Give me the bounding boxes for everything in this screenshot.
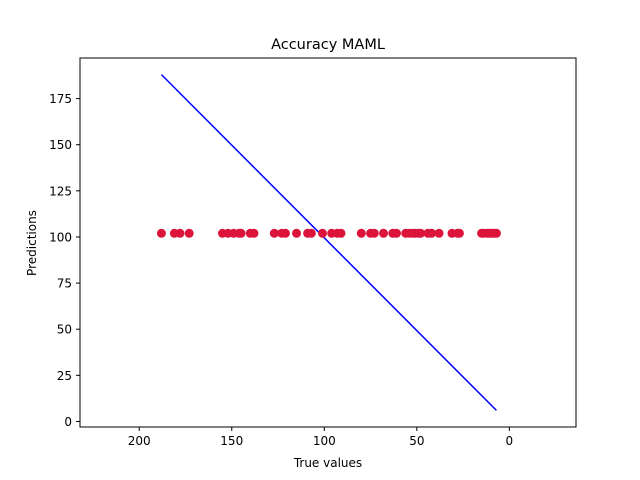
scatter-point (427, 228, 437, 238)
y-tick-label: 100 (49, 230, 72, 244)
y-tick-label: 175 (49, 92, 72, 106)
x-tick-label: 150 (220, 434, 243, 448)
scatter-point (249, 228, 259, 238)
scatter-point (336, 228, 346, 238)
scatter-point (236, 228, 246, 238)
scatter-point (391, 228, 401, 238)
chart-title: Accuracy MAML (271, 37, 385, 53)
scatter-point (454, 228, 464, 238)
x-axis-ticks: 200 150 100 50 0 (128, 427, 513, 448)
axes-frame (79, 57, 577, 428)
scatter-point (416, 228, 426, 238)
scatter-point (292, 228, 302, 238)
scatter-point (356, 228, 366, 238)
scatter-point (379, 228, 389, 238)
scatter-point (306, 228, 316, 238)
scatter-point (280, 228, 290, 238)
scatter-point (317, 228, 327, 238)
scatter-point (184, 228, 194, 238)
y-tick-label: 150 (49, 138, 72, 152)
identity-line (160, 74, 497, 411)
y-axis-label: Predictions (25, 210, 39, 276)
x-tick-label: 0 (506, 434, 514, 448)
scatter-point (269, 228, 279, 238)
plot-area (156, 74, 501, 411)
y-axis-ticks: 0 25 50 75 100 125 150 175 (49, 92, 80, 429)
x-tick-label: 50 (409, 434, 424, 448)
scatter-point (175, 228, 185, 238)
x-tick-label: 100 (313, 434, 336, 448)
y-tick-label: 25 (57, 369, 72, 383)
y-tick-label: 0 (64, 415, 72, 429)
y-tick-label: 50 (57, 323, 72, 337)
x-axis-label: True values (293, 456, 362, 470)
scatter-point (434, 228, 444, 238)
y-tick-label: 75 (57, 277, 72, 291)
scatter-point (156, 228, 166, 238)
y-tick-label: 125 (49, 184, 72, 198)
scatter-point (369, 228, 379, 238)
x-tick-label: 200 (128, 434, 151, 448)
scatter-point (491, 228, 501, 238)
